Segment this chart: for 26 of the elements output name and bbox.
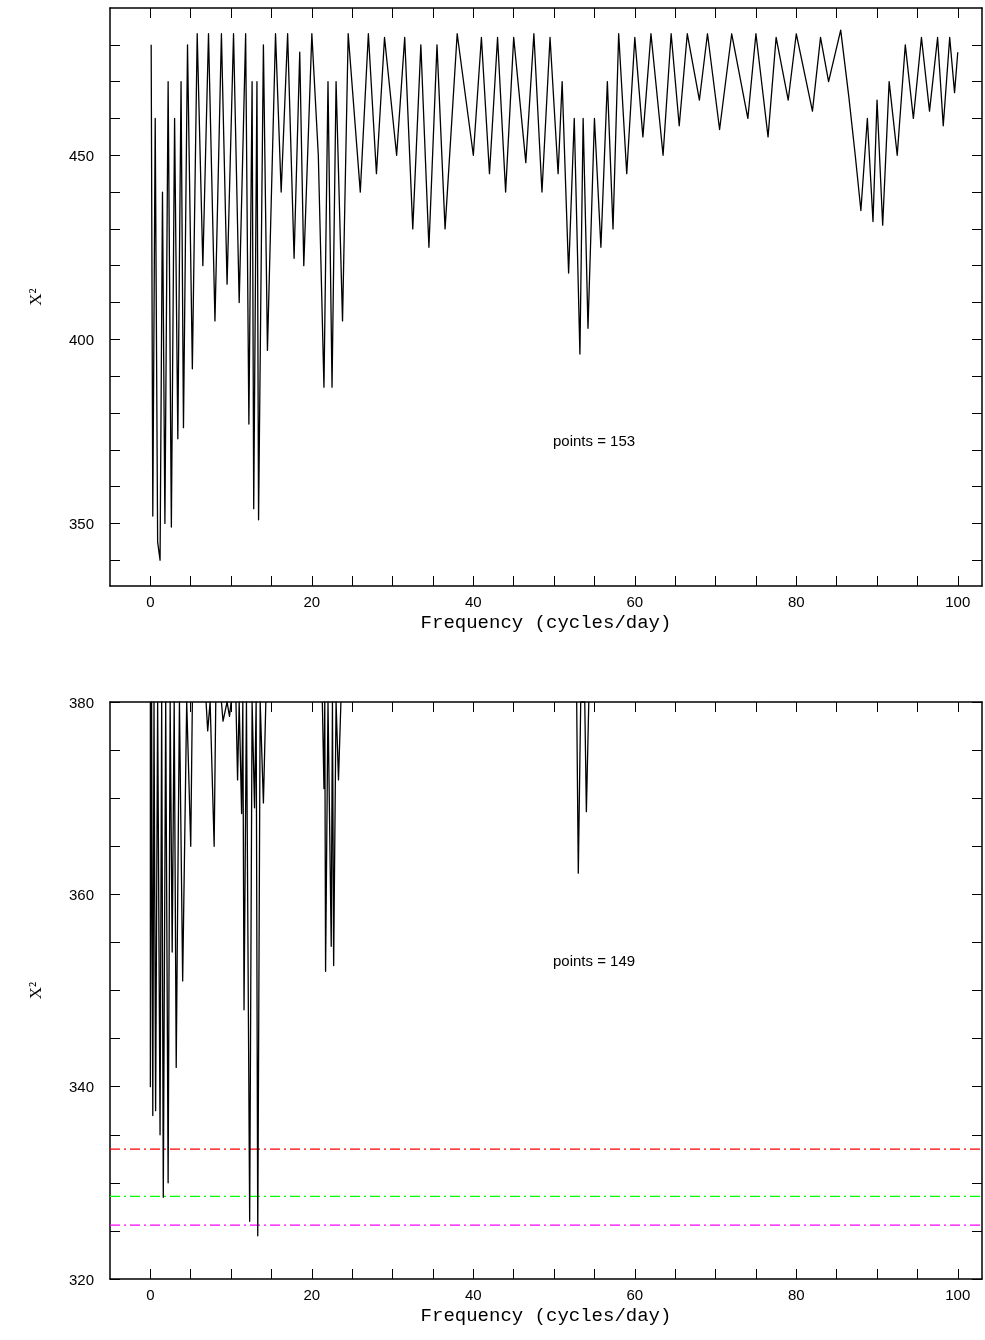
x-tick-label: 100	[945, 1286, 971, 1303]
y-axis-title: X²	[26, 288, 45, 306]
annotation: points = 153	[553, 431, 636, 449]
y-axis-title: X²	[26, 981, 45, 1000]
y-tick-label: 320	[68, 1270, 94, 1288]
line-series	[150, 29, 959, 561]
x-tick-label: 0	[146, 593, 155, 610]
y-tick-label: 450	[68, 146, 94, 164]
x-tick-label: 40	[464, 1286, 482, 1303]
annotation: points = 149	[553, 951, 636, 969]
x-tick-label: 40	[464, 593, 482, 610]
x-tick-label: 60	[626, 1286, 644, 1303]
y-tick-label: 380	[68, 693, 94, 711]
x-tick-label: 20	[303, 593, 321, 610]
y-tick-label: 360	[68, 885, 94, 903]
x-tick-label: 20	[303, 1286, 321, 1303]
y-tick-label: 340	[68, 1078, 94, 1096]
y-tick-label: 400	[68, 330, 94, 348]
y-tick-label: 350	[68, 514, 94, 532]
x-tick-label: 0	[146, 1286, 155, 1303]
x-tick-label: 60	[626, 593, 644, 610]
x-tick-label: 100	[945, 593, 971, 610]
x-tick-label: 80	[787, 1286, 805, 1303]
x-axis-title: Frequency (cycles/day)	[420, 1305, 672, 1328]
x-axis-title: Frequency (cycles/day)	[420, 612, 672, 635]
x-tick-label: 80	[787, 593, 805, 610]
